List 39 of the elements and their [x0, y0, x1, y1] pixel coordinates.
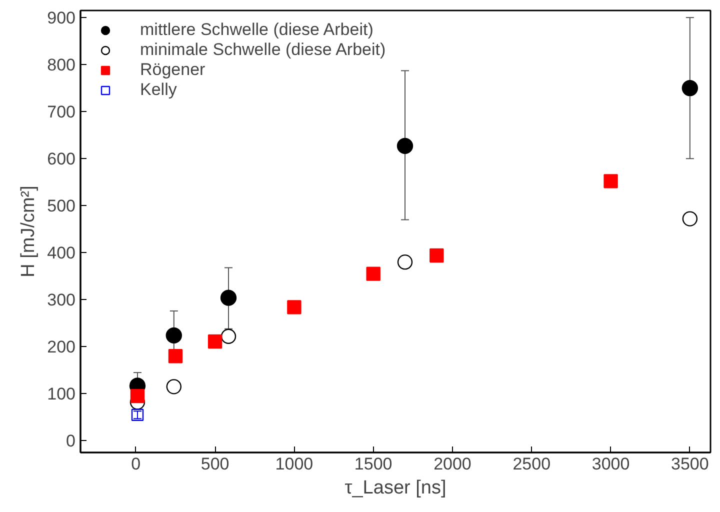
point: [166, 379, 182, 394]
point: [220, 290, 237, 306]
y-tick-label: 100: [47, 384, 76, 404]
y-tick-label: 800: [47, 56, 76, 75]
x-tick-label: 2500: [512, 454, 551, 474]
x-tick-label: 500: [200, 454, 230, 474]
y-tick-label: 300: [47, 290, 76, 310]
x-tick-label: 0: [131, 454, 141, 474]
point: [208, 334, 222, 349]
x-tick-label: 3000: [592, 454, 630, 474]
point: [430, 248, 444, 263]
y-tick-label: 400: [47, 244, 76, 263]
y-tick-label: 900: [47, 8, 76, 28]
legend-label: minimale Schwelle (diese Arbeit): [140, 40, 386, 60]
point: [287, 300, 302, 314]
legend-label: Kelly: [140, 80, 177, 100]
legend-label: Rögener: [140, 60, 206, 80]
y-tick-label: 600: [47, 150, 76, 169]
x-axis-title: τ_Laser [ns]: [344, 478, 446, 498]
y-tick-label: 500: [47, 196, 76, 216]
point: [168, 349, 183, 364]
point: [682, 211, 698, 226]
y-axis-title: H [mJ/cm²]: [18, 186, 40, 278]
point: [397, 254, 413, 270]
point: [604, 174, 618, 188]
x-tick-label: 2000: [434, 454, 472, 474]
y-tick-label: 200: [47, 338, 76, 357]
point: [682, 80, 698, 96]
point: [220, 328, 236, 344]
point: [396, 138, 414, 154]
point: [130, 388, 145, 404]
y-tick-label: 0: [66, 432, 76, 451]
x-tick-label: 1000: [275, 454, 314, 474]
x-tick-label: 1500: [354, 454, 392, 474]
x-tick-label: 3500: [671, 454, 709, 474]
y-tick-label: 700: [47, 102, 76, 122]
legend-label: mittlere Schwelle (diese Arbeit): [140, 20, 374, 40]
point: [366, 266, 380, 281]
point: [166, 327, 182, 344]
